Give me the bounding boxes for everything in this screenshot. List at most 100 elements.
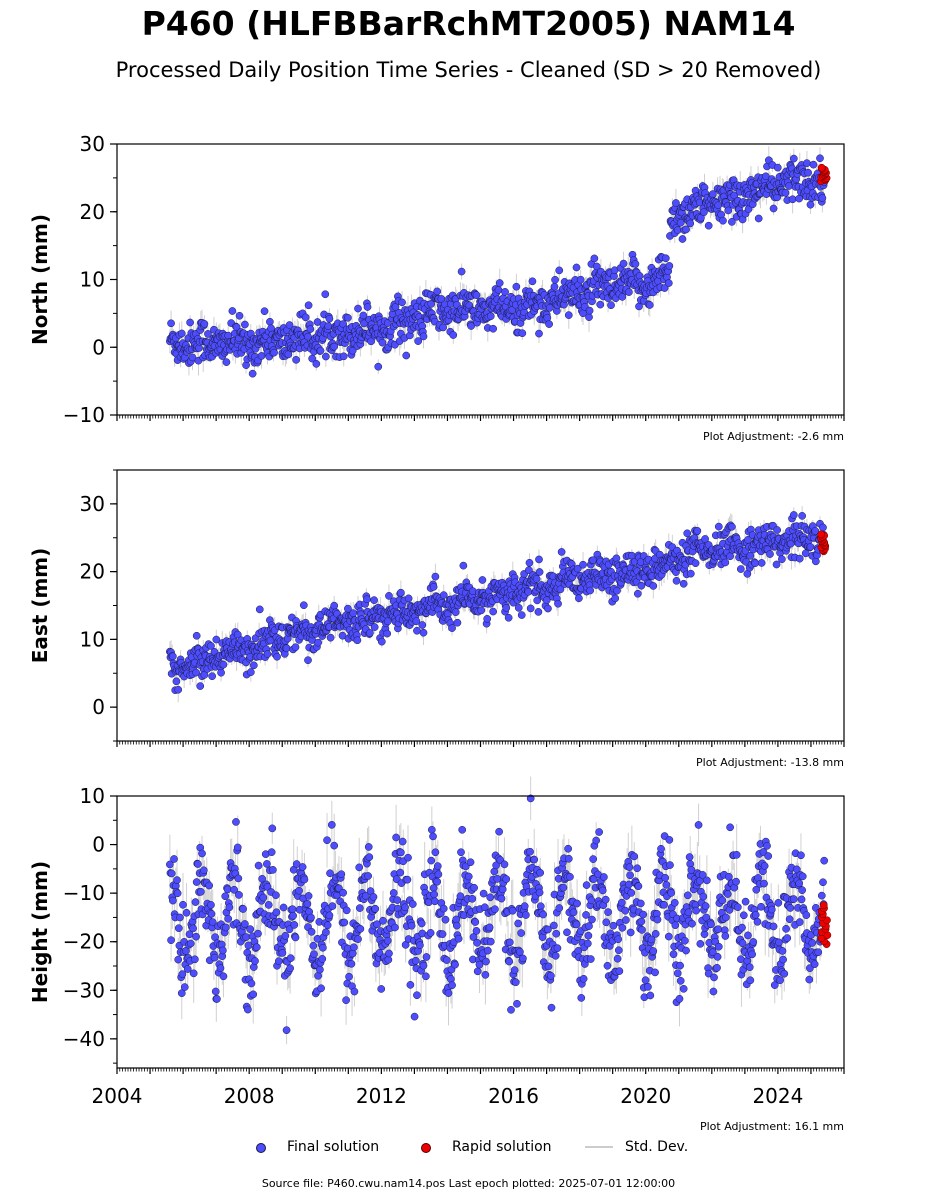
final-point — [221, 923, 230, 932]
final-point — [298, 863, 307, 871]
final-point — [179, 900, 187, 909]
final-point — [819, 523, 827, 532]
final-point — [264, 901, 273, 909]
final-point — [327, 820, 336, 829]
final-point — [391, 923, 399, 932]
final-point — [410, 1012, 419, 1021]
final-point — [354, 935, 362, 943]
final-point — [473, 938, 481, 947]
final-point — [798, 512, 806, 520]
final-point — [525, 558, 534, 567]
final-solution-points — [166, 154, 829, 378]
final-point — [319, 943, 327, 952]
final-point — [174, 955, 183, 964]
final-point — [271, 891, 280, 900]
final-point — [418, 621, 427, 629]
final-point — [451, 608, 460, 616]
final-point — [417, 919, 426, 928]
final-point — [449, 331, 458, 339]
final-point — [168, 652, 177, 661]
final-point — [585, 313, 593, 321]
final-point — [481, 970, 490, 979]
final-point — [452, 921, 461, 930]
final-point — [317, 984, 325, 993]
final-point — [661, 254, 670, 263]
final-point — [572, 263, 581, 272]
final-point — [660, 284, 669, 292]
final-point — [306, 325, 315, 333]
final-point — [207, 909, 216, 918]
final-point — [167, 869, 176, 878]
final-point — [249, 990, 258, 999]
final-point — [473, 967, 482, 976]
final-point — [714, 201, 723, 210]
final-point — [348, 949, 357, 958]
final-point — [170, 855, 178, 863]
final-point — [316, 965, 324, 974]
final-point — [413, 626, 421, 635]
final-point — [192, 878, 201, 886]
final-point — [495, 279, 504, 287]
final-point — [433, 287, 442, 296]
final-point — [398, 298, 406, 307]
final-point — [586, 586, 595, 595]
chart-title: P460 (HLFBBarRchMT2005) NAM14 — [141, 4, 796, 43]
final-point — [448, 624, 456, 632]
y-tick-label: 30 — [80, 492, 105, 516]
final-point — [596, 300, 605, 309]
final-point — [414, 337, 422, 345]
final-point — [686, 569, 695, 578]
final-point — [550, 282, 559, 291]
final-point — [339, 888, 347, 897]
final-point — [322, 928, 330, 937]
final-point — [339, 320, 347, 328]
final-point — [427, 856, 436, 865]
final-point — [518, 329, 527, 338]
final-point — [676, 218, 685, 227]
chart-subtitle: Processed Daily Position Time Series - C… — [115, 58, 822, 82]
final-point — [592, 262, 601, 271]
final-point — [554, 599, 562, 608]
final-point — [323, 836, 331, 845]
final-point — [471, 918, 480, 926]
final-point — [524, 587, 533, 596]
final-point — [757, 559, 766, 567]
final-point — [396, 868, 405, 877]
final-point — [482, 957, 490, 966]
y-tick-label: 0 — [92, 695, 105, 719]
final-point — [406, 981, 415, 989]
final-point — [192, 631, 201, 640]
final-point — [397, 588, 405, 597]
final-point — [328, 902, 337, 910]
final-point — [260, 307, 269, 316]
final-point — [314, 638, 322, 647]
rapid-point — [817, 163, 826, 172]
final-point — [806, 543, 815, 551]
final-point — [177, 329, 186, 338]
final-point — [254, 861, 263, 870]
final-point — [194, 860, 202, 868]
final-point — [222, 358, 231, 366]
final-point — [483, 615, 492, 623]
final-point — [363, 303, 372, 311]
final-point — [477, 606, 486, 615]
final-point — [535, 329, 543, 338]
y-axis-label: North (mm) — [28, 214, 52, 345]
final-point — [235, 311, 244, 320]
final-point — [364, 843, 373, 851]
final-point — [754, 214, 763, 223]
final-point — [517, 611, 526, 619]
final-point — [772, 560, 781, 569]
final-point — [167, 319, 175, 328]
final-point — [225, 903, 234, 912]
final-point — [456, 892, 465, 901]
final-point — [393, 896, 402, 904]
final-point — [364, 872, 372, 880]
final-point — [345, 972, 353, 981]
final-point — [459, 561, 468, 570]
final-point — [631, 260, 640, 268]
final-point — [590, 254, 599, 263]
final-point — [535, 568, 544, 576]
final-point — [545, 320, 553, 328]
final-point — [340, 918, 349, 927]
